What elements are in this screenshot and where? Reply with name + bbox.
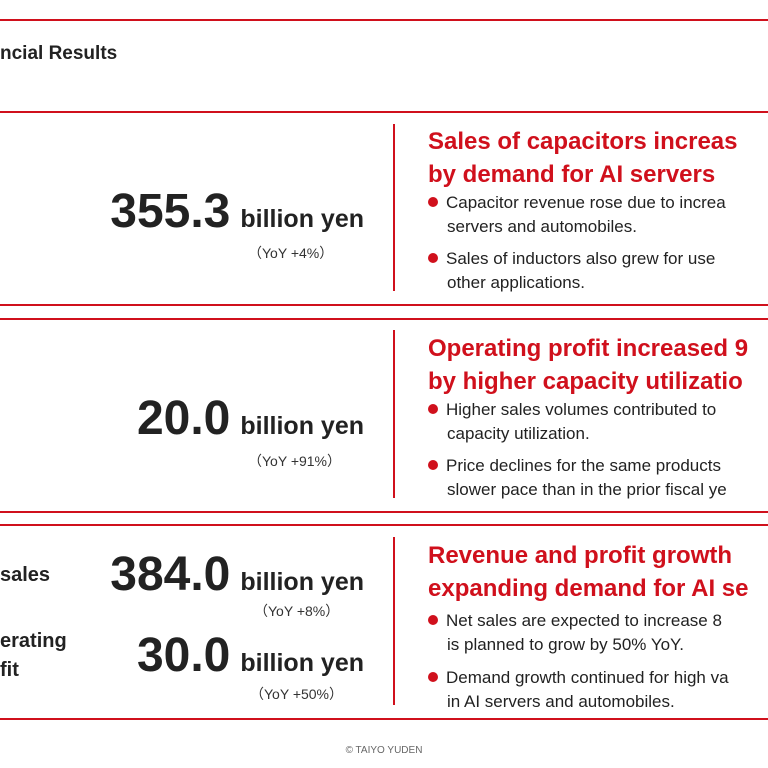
bullet-item: Sales of inductors also grew for use oth… xyxy=(428,247,715,295)
headline-line: Sales of capacitors increas xyxy=(428,128,738,155)
yoy-change: （YoY +50%） xyxy=(250,686,344,702)
top-rule xyxy=(0,19,768,21)
copyright-footer: © TAIYO YUDEN xyxy=(345,745,423,756)
vertical-divider xyxy=(393,330,395,498)
label-line: fit xyxy=(0,659,19,681)
section-rule xyxy=(0,511,768,513)
bullet-dot-icon xyxy=(428,404,438,414)
yoy-change: （YoY +8%） xyxy=(254,603,340,619)
vertical-divider xyxy=(393,537,395,705)
label-line: erating xyxy=(0,630,67,652)
forecast-sales-value: 384.0 billion yen xyxy=(110,547,364,602)
bullet-item: Higher sales volumes contributed to capa… xyxy=(428,398,716,446)
headline-line: Revenue and profit growth xyxy=(428,542,733,569)
bullet-dot-icon xyxy=(428,672,438,682)
headline-line: Operating profit increased 9 xyxy=(428,335,749,362)
section-rule xyxy=(0,111,768,113)
operating-profit-label: erating fit xyxy=(0,627,67,685)
bullet-text: capacity utilization. xyxy=(447,424,590,443)
value-number: 384.0 xyxy=(110,548,231,601)
bullet-text: Sales of inductors also grew for use xyxy=(446,249,716,268)
operating-profit-value: 20.0 billion yen xyxy=(137,391,364,446)
bullet-dot-icon xyxy=(428,197,438,207)
value-unit: billion yen xyxy=(240,205,364,233)
sales-label: sales xyxy=(0,564,51,586)
bullet-item: Demand growth continued for high va in A… xyxy=(428,666,729,714)
value-number: 20.0 xyxy=(136,392,231,445)
bullet-text: servers and automobiles. xyxy=(447,217,637,236)
bullet-text: is planned to grow by 50% YoY. xyxy=(447,635,684,654)
bottom-rule xyxy=(0,718,768,720)
bullet-text: Price declines for the same products xyxy=(446,456,721,475)
value-number: 30.0 xyxy=(136,629,231,682)
section-headline: Sales of capacitors increas by demand fo… xyxy=(428,125,738,191)
page-title: ncial Results xyxy=(0,43,118,64)
headline-line: expanding demand for AI se xyxy=(428,575,749,602)
bullet-item: Price declines for the same products slo… xyxy=(428,454,727,502)
bullet-dot-icon xyxy=(428,615,438,625)
bullet-text: other applications. xyxy=(447,273,585,292)
bullet-text: Capacitor revenue rose due to increa xyxy=(446,193,726,212)
bullet-item: Net sales are expected to increase 8 is … xyxy=(428,609,722,657)
net-sales-value: 355.3 billion yen xyxy=(110,184,364,239)
yoy-change: （YoY +4%） xyxy=(248,245,334,261)
bullet-text: Net sales are expected to increase 8 xyxy=(446,611,722,630)
value-unit: billion yen xyxy=(240,412,364,440)
section-rule xyxy=(0,524,768,526)
section-headline: Operating profit increased 9 by higher c… xyxy=(428,332,748,398)
forecast-operating-profit-value: 30.0 billion yen xyxy=(137,628,364,683)
vertical-divider xyxy=(393,124,395,291)
section-rule xyxy=(0,304,768,306)
value-number: 355.3 xyxy=(110,185,231,238)
bullet-text: in AI servers and automobiles. xyxy=(447,692,675,711)
headline-line: by demand for AI servers xyxy=(428,161,716,188)
yoy-change: （YoY +91%） xyxy=(248,453,342,469)
bullet-text: slower pace than in the prior fiscal ye xyxy=(447,480,727,499)
value-unit: billion yen xyxy=(240,568,364,596)
bullet-item: Capacitor revenue rose due to increa ser… xyxy=(428,191,726,239)
bullet-dot-icon xyxy=(428,460,438,470)
bullet-dot-icon xyxy=(428,253,438,263)
bullet-text: Higher sales volumes contributed to xyxy=(446,400,717,419)
section-headline: Revenue and profit growth expanding dema… xyxy=(428,539,749,605)
section-rule xyxy=(0,318,768,320)
bullet-text: Demand growth continued for high va xyxy=(446,668,729,687)
value-unit: billion yen xyxy=(240,649,364,677)
headline-line: by higher capacity utilizatio xyxy=(428,368,743,395)
